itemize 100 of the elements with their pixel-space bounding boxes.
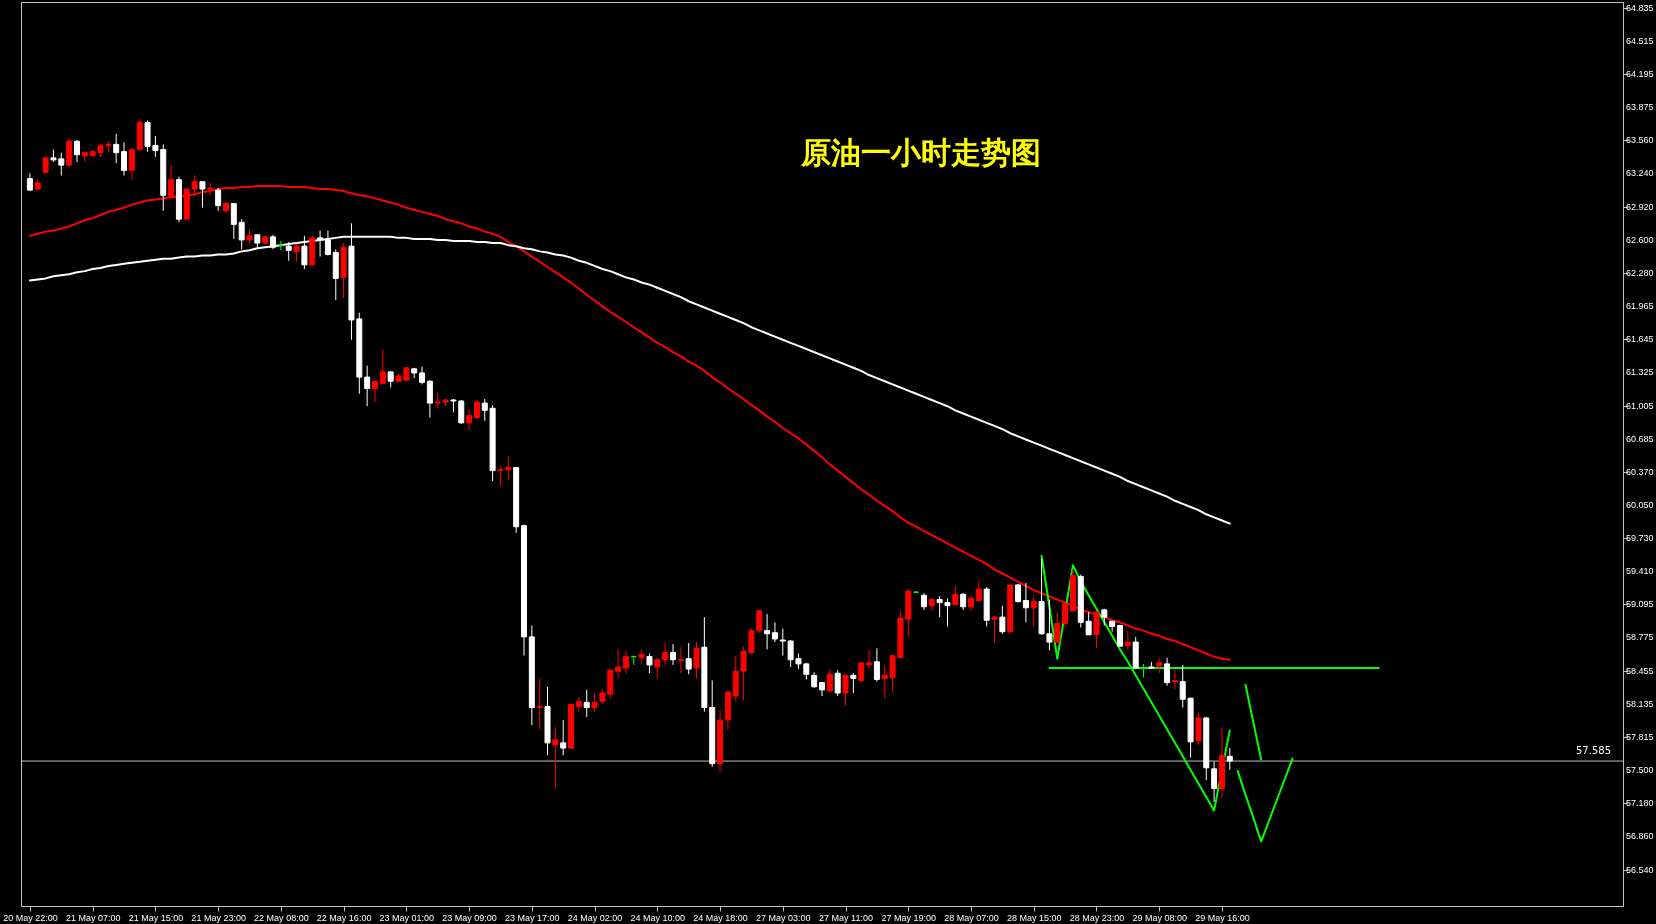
candlestick <box>826 668 833 693</box>
candlestick <box>371 380 378 403</box>
y-tick-label: 63.875 <box>1626 102 1654 113</box>
x-tick-label: 20 May 22:00 <box>3 912 58 923</box>
candlestick <box>1062 601 1069 629</box>
x-tick-label: 27 May 03:00 <box>756 912 811 923</box>
y-tick-label: 56.540 <box>1626 864 1654 875</box>
candlestick <box>364 365 371 407</box>
x-tick-label: 27 May 19:00 <box>881 912 937 923</box>
candlestick <box>670 643 676 666</box>
y-tick-label: 58.135 <box>1626 698 1654 709</box>
candlestick <box>1124 630 1131 651</box>
candlestick <box>215 187 222 212</box>
candlestick <box>850 672 857 694</box>
candlestick <box>552 726 559 790</box>
y-tick-label: 64.835 <box>1626 2 1654 13</box>
x-tick-label: 24 May 10:00 <box>630 912 686 923</box>
x-tick-label: 28 May 07:00 <box>944 912 999 923</box>
y-tick-label: 63.560 <box>1626 135 1654 146</box>
candlestick <box>473 399 480 421</box>
candlestick <box>121 141 128 177</box>
candlestick <box>1211 761 1218 803</box>
candlestick <box>1117 624 1124 647</box>
y-tick-label: 57.500 <box>1626 764 1654 775</box>
candlestick <box>693 641 700 679</box>
candlestick <box>379 349 386 385</box>
x-tick-label: 23 May 01:00 <box>379 912 435 923</box>
candlestick <box>858 662 865 684</box>
candlestick <box>1226 747 1233 771</box>
candlestick <box>1164 657 1171 687</box>
y-tick-label: 62.280 <box>1626 268 1654 279</box>
y-tick-label: 57.180 <box>1626 798 1654 809</box>
candlestick <box>113 133 120 164</box>
candlestick <box>1195 712 1202 746</box>
x-tick-label: 28 May 15:00 <box>1006 912 1062 923</box>
candlestick <box>230 203 237 240</box>
candlestick <box>1093 610 1100 649</box>
candlestick <box>285 241 292 262</box>
x-tick-label: 21 May 07:00 <box>65 912 121 923</box>
candlestick <box>834 669 841 697</box>
x-tick-label: 24 May 18:00 <box>693 912 748 923</box>
candlestick <box>560 719 567 756</box>
candlestick <box>615 648 622 679</box>
x-tick-label: 21 May 23:00 <box>191 912 246 923</box>
candlestick <box>128 148 135 181</box>
x-tick-label: 28 May 23:00 <box>1069 912 1125 923</box>
y-tick-label: 56.860 <box>1626 831 1654 842</box>
candlestick <box>622 650 629 674</box>
candlestick <box>1022 582 1029 623</box>
candlestick <box>654 657 661 679</box>
x-tick-label: 22 May 16:00 <box>316 912 372 923</box>
y-tick-label: 64.195 <box>1626 69 1654 80</box>
candlestick <box>764 613 771 650</box>
candlestick <box>1054 612 1061 644</box>
y-tick-label: 64.515 <box>1626 35 1654 46</box>
candlestick <box>536 677 543 730</box>
candlestick <box>583 689 590 718</box>
ref-line-label: 57.585 <box>1576 745 1611 757</box>
candlestick <box>466 408 473 431</box>
y-tick-label: 63.240 <box>1626 168 1654 179</box>
text: 原油一小时走势图 <box>800 135 1041 170</box>
candlestick <box>575 696 582 713</box>
candlestick <box>866 648 873 670</box>
candlestick <box>591 692 598 713</box>
line-series <box>1236 757 1294 843</box>
candlestick <box>842 673 849 706</box>
candlestick <box>1030 594 1037 627</box>
y-tick-label: 61.005 <box>1626 400 1654 411</box>
y-tick-label: 61.325 <box>1626 367 1654 378</box>
candlestick <box>975 580 982 603</box>
candlestick <box>873 647 880 683</box>
y-tick-label: 59.095 <box>1626 599 1654 610</box>
y-tick-label: 58.455 <box>1626 665 1654 676</box>
candlestick <box>662 642 669 666</box>
y-tick-label: 57.815 <box>1626 732 1654 743</box>
candlestick <box>73 139 80 163</box>
candlestick <box>646 653 653 674</box>
x-tick-label: 22 May 08:00 <box>254 912 309 923</box>
candlestick <box>199 181 206 209</box>
y-tick-label: 62.600 <box>1626 234 1654 245</box>
x-tick-label: 23 May 17:00 <box>505 912 560 923</box>
y-tick-label: 60.370 <box>1626 466 1654 477</box>
candlestick <box>999 605 1006 635</box>
y-tick-label: 61.645 <box>1626 334 1654 345</box>
y-tick-label: 58.775 <box>1626 632 1654 643</box>
x-tick-label: 23 May 09:00 <box>442 912 497 923</box>
candlestick <box>952 585 959 606</box>
candlestick <box>771 621 778 643</box>
x-tick-label: 24 May 02:00 <box>567 912 623 923</box>
candlestick <box>685 642 692 675</box>
candlestick <box>66 137 73 168</box>
candlestick <box>677 646 684 674</box>
x-tick-label: 21 May 15:00 <box>128 912 184 923</box>
y-tick-label: 60.050 <box>1626 499 1654 510</box>
y-tick-label: 61.965 <box>1626 300 1654 311</box>
x-tick-label: 27 May 11:00 <box>819 912 873 923</box>
y-tick-label: 59.410 <box>1626 566 1654 577</box>
x-tick-label: 29 May 16:00 <box>1195 912 1250 923</box>
candlestick <box>1171 669 1178 690</box>
y-tick-label: 60.685 <box>1626 433 1654 444</box>
